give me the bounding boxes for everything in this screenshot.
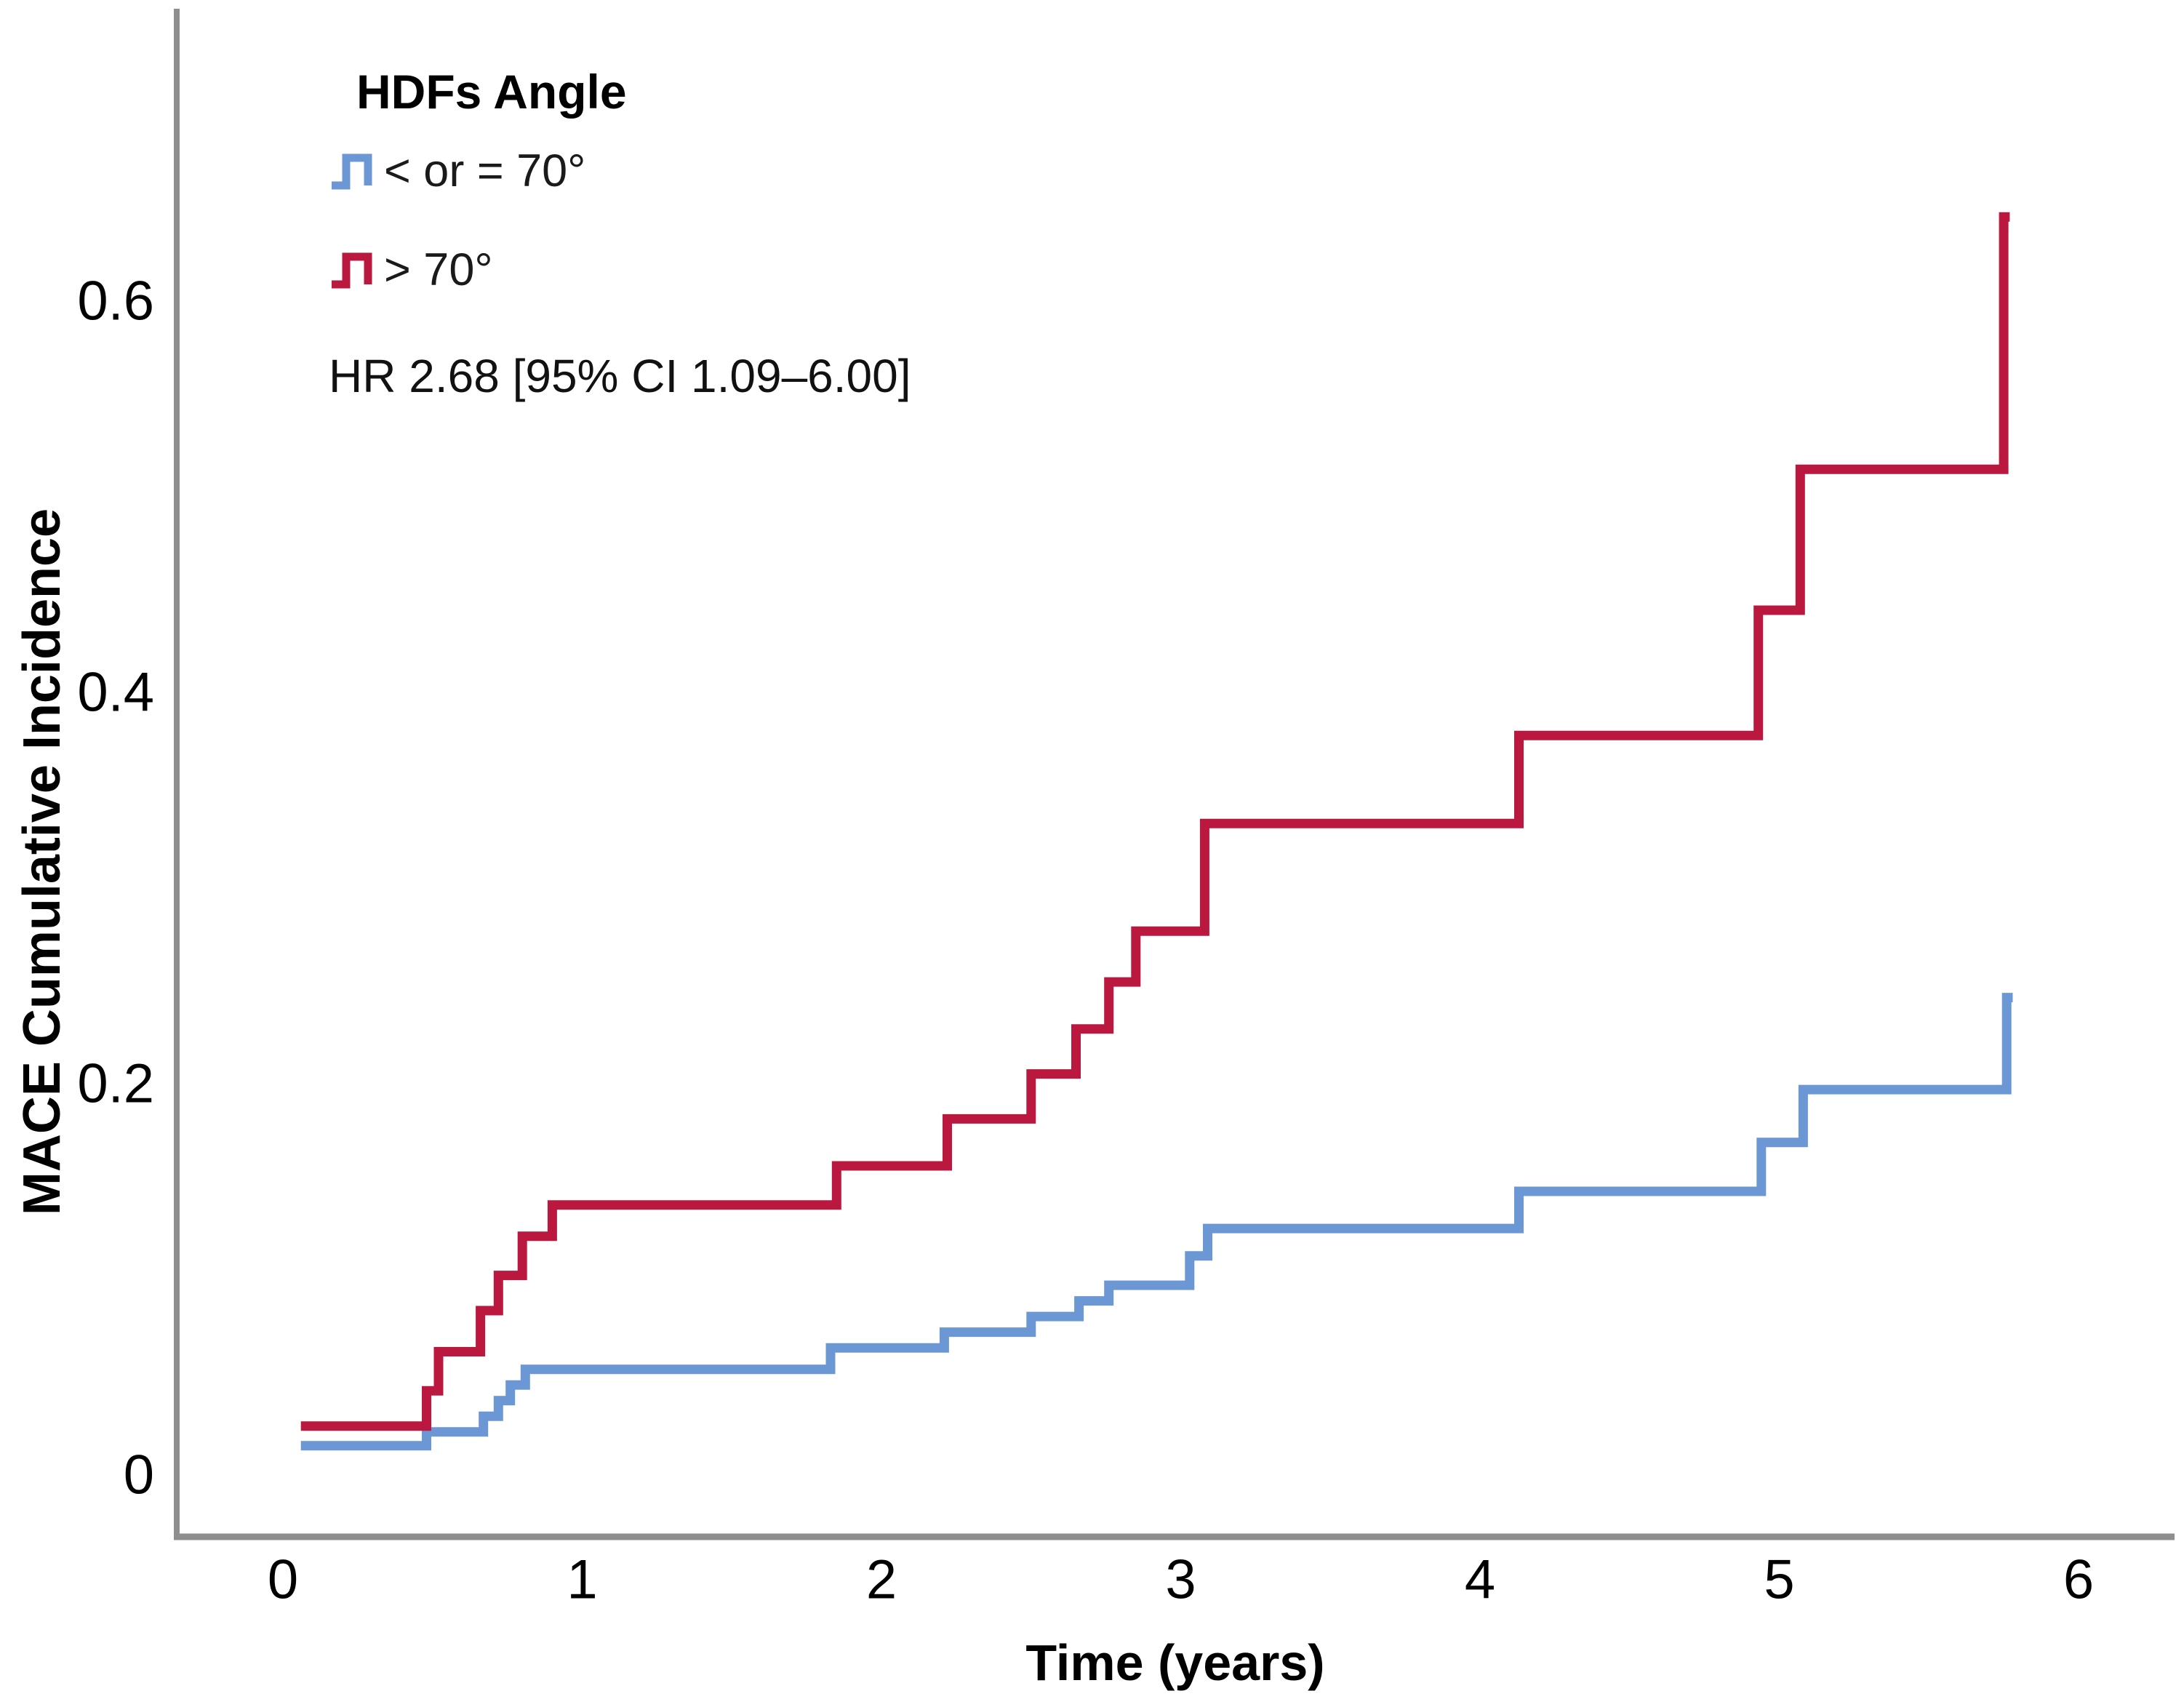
x-axis-title: Time (years) bbox=[1025, 1634, 1325, 1691]
x-tick-label: 2 bbox=[866, 1549, 897, 1611]
legend: HDFs Angle < or = 70° > 70° HR 2.68 [95%… bbox=[329, 64, 911, 403]
y-tick-label: 0.2 bbox=[77, 1053, 154, 1115]
legend-item-gt70: > 70° bbox=[329, 244, 911, 295]
step-line-blue-icon bbox=[332, 153, 372, 190]
y-tick-label: 0 bbox=[124, 1444, 154, 1506]
legend-label-gt70: > 70° bbox=[384, 244, 493, 295]
x-tick-label: 0 bbox=[268, 1549, 298, 1611]
hazard-ratio-annotation: HR 2.68 [95% CI 1.09–6.00] bbox=[329, 350, 911, 402]
x-tick-label: 6 bbox=[2063, 1549, 2094, 1611]
y-axis-title: MACE Cumulative Incidence bbox=[13, 508, 71, 1216]
x-tick-label: 5 bbox=[1764, 1549, 1794, 1611]
step-curve-le70 bbox=[300, 993, 2013, 1451]
step-line-red-icon bbox=[332, 252, 372, 289]
y-tick-label: 0.6 bbox=[77, 271, 154, 332]
legend-title: HDFs Angle bbox=[356, 65, 627, 119]
legend-label-le70: < or = 70° bbox=[384, 145, 586, 196]
x-tick-label: 3 bbox=[1165, 1549, 1196, 1611]
x-tick-label: 1 bbox=[567, 1549, 597, 1611]
x-tick-label: 4 bbox=[1465, 1549, 1495, 1611]
y-tick-label: 0.4 bbox=[77, 662, 154, 724]
legend-item-le70: < or = 70° bbox=[329, 145, 911, 196]
step-curve-gt70 bbox=[300, 212, 2010, 1431]
